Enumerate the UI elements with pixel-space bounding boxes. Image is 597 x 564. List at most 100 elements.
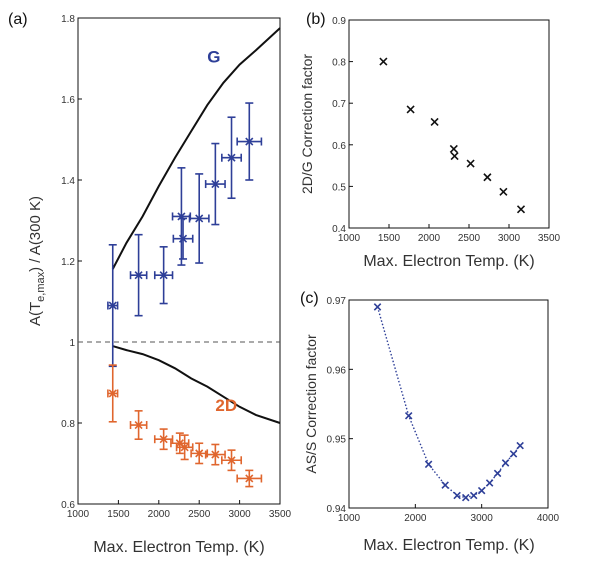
x-tick-label: 1000 <box>338 233 361 244</box>
data-marker <box>245 137 254 146</box>
g-data-point <box>153 246 174 305</box>
marker-stroke <box>134 420 143 430</box>
data-marker <box>245 474 254 483</box>
correction-point <box>499 187 508 196</box>
y-tick-label: 1.8 <box>61 14 75 25</box>
marker-stroke <box>493 469 502 478</box>
g-data-point <box>171 167 192 266</box>
x-tick-label: 1500 <box>107 509 130 520</box>
panel-c-fit-curve <box>376 306 521 499</box>
x-tick-label: 2000 <box>418 233 441 244</box>
y-tick-label: 0.5 <box>332 182 346 193</box>
marker-stroke <box>159 435 168 444</box>
marker-stroke <box>441 481 449 489</box>
panel-a-y-label-rest: ) / A(300 K) <box>27 196 44 272</box>
correction-point <box>379 57 388 66</box>
as-s-point <box>509 450 518 458</box>
data-marker <box>134 420 143 430</box>
marker-stroke <box>453 491 461 500</box>
data-marker <box>211 450 220 459</box>
panel-b-data-marks <box>379 57 526 214</box>
x-tick-label: 3000 <box>498 233 521 244</box>
as-s-point <box>493 469 502 478</box>
g-series-label: G <box>207 48 220 67</box>
fit-curve <box>376 306 521 499</box>
marker-stroke <box>461 493 470 502</box>
panel-c-y-axis-label: AS/S Correction factor <box>303 334 319 474</box>
correction-point <box>449 144 458 154</box>
2d-data-point <box>153 428 174 451</box>
y-tick-label: 0.6 <box>332 141 346 152</box>
x-tick-label: 1000 <box>67 509 90 520</box>
x-tick-label: 2000 <box>148 509 171 520</box>
panel-a-y-label-main: A(T <box>27 302 44 326</box>
marker-stroke <box>450 151 459 161</box>
marker-stroke <box>469 491 478 500</box>
as-s-point <box>373 303 382 311</box>
panel-a: (a) 1000 1500 2000 2500 3000 3500 0.6 0.8 1 1.2 1.… <box>8 11 292 556</box>
data-marker <box>227 456 236 465</box>
correction-point <box>516 205 526 214</box>
marker-stroke <box>159 271 168 280</box>
y-tick-label: 1.4 <box>61 176 75 187</box>
2d-data-point <box>170 432 190 455</box>
x-tick-label: 3000 <box>228 509 251 520</box>
data-marker <box>134 271 143 280</box>
x-tick-label: 2500 <box>458 233 481 244</box>
marker-stroke <box>227 456 236 465</box>
as-s-point <box>461 493 470 502</box>
as-s-point <box>501 459 510 467</box>
y-tick-label: 0.4 <box>332 224 346 235</box>
panel-c-data-marks <box>373 303 524 502</box>
g-data-point <box>204 142 226 226</box>
y-tick-label: 0.6 <box>61 500 75 511</box>
2d-data-point <box>107 364 119 423</box>
g-data-point <box>107 244 119 368</box>
y-tick-label: 1.6 <box>61 95 75 106</box>
panel-c-frame <box>348 299 549 509</box>
2d-series-label: 2D <box>215 396 237 415</box>
data-marker <box>211 179 220 189</box>
data-marker <box>108 389 117 398</box>
correction-point <box>483 173 492 182</box>
y-tick-label: 0.94 <box>327 504 347 515</box>
x-tick-label: 2000 <box>404 513 427 524</box>
x-tick-label: 1000 <box>338 513 361 524</box>
data-marker <box>227 153 236 162</box>
marker-stroke <box>466 159 475 168</box>
as-s-point <box>453 491 461 500</box>
as-s-point <box>477 486 486 495</box>
2d-data-point <box>175 434 194 461</box>
marker-stroke <box>195 214 204 223</box>
2d-model-curve <box>112 345 281 424</box>
marker-stroke <box>477 486 486 495</box>
panel-a-annotations: G 2D <box>207 48 237 415</box>
x-tick-label: 1500 <box>378 233 401 244</box>
data-marker <box>159 435 168 444</box>
x-tick-label: 3500 <box>538 233 561 244</box>
y-tick-label: 0.96 <box>327 365 347 376</box>
panel-a-frame <box>77 17 281 505</box>
g-data-point <box>221 116 243 200</box>
panel-a-y-label-sub: e,max <box>35 271 47 301</box>
marker-stroke <box>449 144 458 154</box>
panel-c: (c) 1000 2000 3000 4000 0.94 0.95 0.96 0.97 Max… <box>300 290 560 554</box>
panel-b-label: (b) <box>306 11 326 28</box>
2d-data-point <box>221 449 243 472</box>
y-tick-label: 0.95 <box>327 435 347 446</box>
panel-c-x-axis-label: Max. Electron Temp. (K) <box>363 537 534 554</box>
x-tick-label: 3000 <box>471 513 494 524</box>
2d-data-point <box>129 410 148 441</box>
correction-point <box>466 159 475 168</box>
data-marker <box>180 443 189 452</box>
y-tick-label: 0.8 <box>61 419 75 430</box>
data-marker <box>178 234 188 243</box>
marker-stroke <box>180 443 189 452</box>
marker-stroke <box>211 179 220 189</box>
marker-stroke <box>483 173 492 182</box>
panel-a-ticks: 1000 1500 2000 2500 3000 3500 0.6 0.8 1 1.2 1.4 1.6… <box>61 14 291 520</box>
panel-b-frame <box>348 19 550 229</box>
as-s-point <box>441 481 449 489</box>
panel-a-y-axis-label: A(Te,max) / A(300 K) <box>27 196 47 326</box>
